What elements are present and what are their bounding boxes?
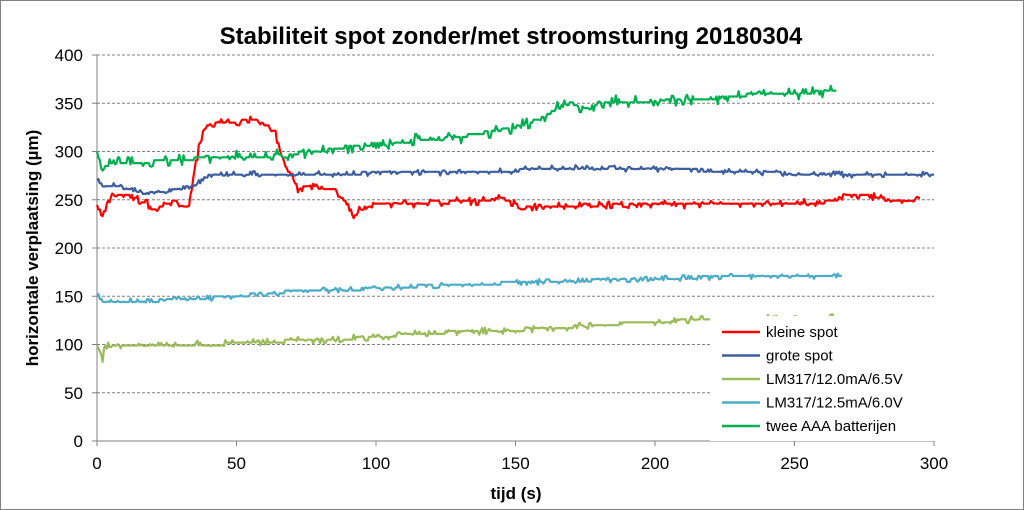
y-tick-label: 50 — [64, 384, 83, 403]
x-tick-label: 100 — [362, 454, 390, 473]
y-tick-label: 300 — [55, 143, 83, 162]
axes: 0 50 100 150 200 250 300 350 400 0 50 100 150 200 250 3… — [55, 46, 949, 473]
y-tick-label: 150 — [55, 287, 83, 306]
chart-title: Stabiliteit spot zonder/met stroomsturin… — [220, 23, 803, 50]
legend: kleine spot grote spot LM317/12.0mA/6.5V LM… — [710, 316, 935, 441]
legend-label-4: twee AAA batterijen — [766, 418, 896, 435]
x-tick-label: 250 — [780, 454, 808, 473]
legend-label-2: LM317/12.0mA/6.5V — [766, 371, 903, 388]
series-line-1 — [96, 164, 934, 196]
x-axis-title: tijd (s) — [491, 484, 542, 503]
legend-label-0: kleine spot — [766, 324, 839, 341]
x-tick-label: 150 — [501, 454, 529, 473]
y-tick-label: 200 — [55, 239, 83, 258]
x-tick-label: 200 — [641, 454, 669, 473]
x-tick-label: 0 — [92, 454, 101, 473]
x-tick-label: 300 — [920, 454, 948, 473]
y-tick-label: 350 — [55, 94, 83, 113]
y-tick-label: 0 — [74, 432, 83, 451]
legend-label-3: LM317/12.5mA/6.0V — [766, 395, 903, 412]
y-axis-title: horizontale verplaatsing (µm) — [23, 130, 42, 367]
x-tick-label: 50 — [227, 454, 246, 473]
y-tick-label: 400 — [55, 46, 83, 65]
series-line-0 — [95, 115, 920, 220]
legend-label-1: grote spot — [766, 348, 834, 365]
series-line-4 — [95, 84, 837, 172]
y-tick-label: 250 — [55, 191, 83, 210]
y-tick-label: 100 — [55, 336, 83, 355]
series-line-3 — [96, 272, 843, 304]
